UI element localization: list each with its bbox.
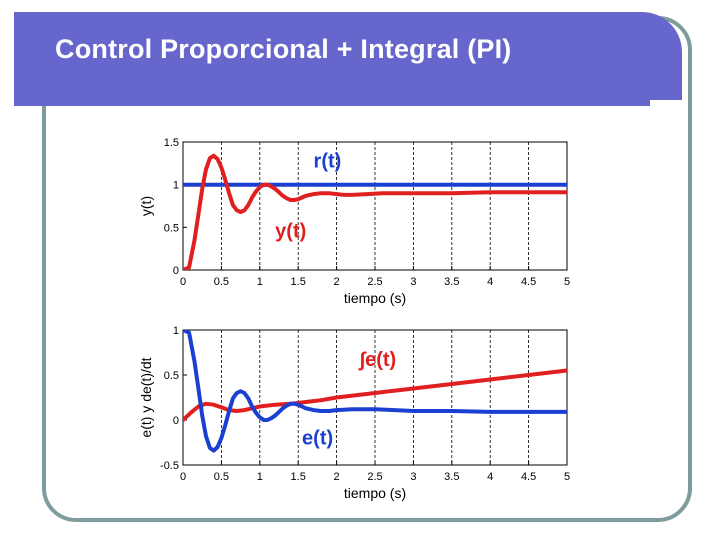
- x-tick-label: 3: [410, 276, 416, 288]
- x-tick-label: 5: [564, 471, 570, 483]
- y-tick-label: 0: [173, 265, 179, 277]
- plot-area: [182, 141, 568, 271]
- x-tick-label: 2.5: [367, 471, 382, 483]
- x-tick-label: 1.5: [291, 471, 306, 483]
- title-underline: [14, 100, 650, 106]
- x-tick-label: 1: [257, 471, 263, 483]
- x-tick-label: 0.5: [214, 471, 229, 483]
- x-tick-label: 0: [180, 276, 186, 288]
- x-tick-label: 2: [334, 276, 340, 288]
- title-bar: [14, 12, 682, 100]
- y-tick-label: 1: [173, 325, 179, 337]
- y-tick-label: 0.5: [164, 222, 179, 234]
- series-annotation: y(t): [275, 221, 306, 243]
- x-axis-label: tiempo (s): [344, 485, 406, 501]
- x-tick-label: 0: [180, 471, 186, 483]
- x-tick-label: 4: [487, 276, 493, 288]
- chart-panel-1: 0 0.5 1 1.5 2 2.5 3 3.5 4 4.5 5 0 0.5 1 1.5 tiempo (s) y…: [138, 137, 570, 306]
- series-line: [183, 330, 567, 453]
- y-tick-label: 1.5: [164, 137, 179, 149]
- series-line: [183, 368, 567, 422]
- series-annotation: r(t): [314, 151, 342, 173]
- x-tick-label: 0.5: [214, 276, 229, 288]
- x-tick-label: 4: [487, 471, 493, 483]
- y-tick-label: 0.5: [164, 370, 179, 382]
- series-line: [183, 153, 567, 270]
- x-tick-label: 4.5: [521, 471, 536, 483]
- x-tick-label: 4.5: [521, 276, 536, 288]
- slide-title: Control Proporcional + Integral (PI): [55, 34, 512, 64]
- x-tick-label: 3.5: [444, 276, 459, 288]
- y-tick-label: -0.5: [160, 460, 179, 472]
- x-tick-label: 3: [410, 471, 416, 483]
- x-tick-label: 1.5: [291, 276, 306, 288]
- x-tick-label: 2: [334, 471, 340, 483]
- x-tick-label: 2.5: [367, 276, 382, 288]
- x-tick-label: 3.5: [444, 471, 459, 483]
- y-tick-label: 0: [173, 415, 179, 427]
- x-tick-label: 1: [257, 276, 263, 288]
- series-annotation: ∫e(t): [358, 349, 397, 371]
- x-tick-label: 5: [564, 276, 570, 288]
- y-axis-label: y(t): [138, 196, 154, 216]
- x-axis-label: tiempo (s): [344, 290, 406, 306]
- y-tick-label: 1: [173, 180, 179, 192]
- series-annotation: e(t): [302, 427, 333, 449]
- y-axis-label: e(t) y de(t)/dt: [138, 357, 154, 437]
